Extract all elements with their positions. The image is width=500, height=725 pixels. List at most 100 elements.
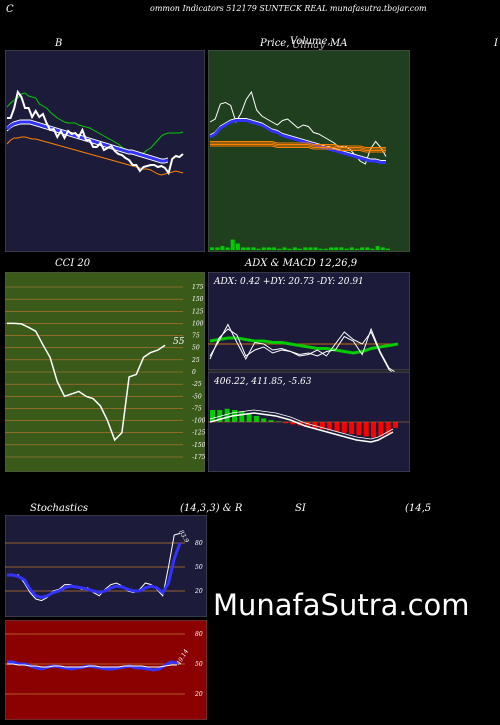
volume-bar bbox=[380, 247, 385, 250]
adx-panel: ADX: 0.42 +DY: 20.73 -DY: 20.91 406.22, … bbox=[208, 272, 410, 472]
volume-bar bbox=[339, 247, 344, 250]
stoch-title-right: (14,5 bbox=[405, 503, 432, 514]
rsi-tick-label: 50 bbox=[195, 661, 203, 668]
volume-bar bbox=[235, 243, 240, 250]
cci-tick-label: -125 bbox=[192, 430, 205, 437]
macd-histogram-bar bbox=[224, 408, 230, 422]
stoch-tick-label: 80 bbox=[195, 540, 203, 547]
volume-bar bbox=[261, 247, 266, 250]
adx-adx-line bbox=[209, 336, 399, 355]
price-title-b: Volume, bbox=[290, 36, 331, 47]
cci-title: CCI 20 bbox=[55, 258, 91, 269]
volume-bar bbox=[241, 247, 246, 250]
stoch-tick-label: 20 bbox=[194, 588, 203, 595]
volume-bar bbox=[354, 248, 359, 250]
stoch-title-left: Stochastics bbox=[30, 503, 88, 514]
macd-histogram-bar bbox=[385, 422, 391, 434]
price-ma-orange-band-2 bbox=[210, 144, 386, 151]
macd-histogram-bar bbox=[393, 422, 398, 428]
volume-bar bbox=[313, 247, 318, 250]
volume-bar bbox=[246, 247, 251, 250]
stoch-title-si: SI bbox=[295, 503, 306, 514]
macd-line bbox=[209, 412, 394, 443]
macd-histogram-bar bbox=[305, 422, 311, 427]
stoch-k-line bbox=[7, 532, 181, 602]
volume-bar bbox=[334, 247, 339, 250]
adx-title: ADX & MACD 12,26,9 bbox=[245, 258, 358, 269]
volume-bar bbox=[292, 247, 297, 250]
volume-bar bbox=[230, 239, 235, 250]
price-ma-blue-line bbox=[209, 119, 386, 164]
bollinger-lower-line bbox=[6, 136, 184, 176]
macd-signal-line bbox=[209, 409, 394, 440]
volume-bar bbox=[303, 247, 308, 250]
macd-histogram-bar bbox=[341, 422, 347, 433]
volume-bar bbox=[272, 247, 277, 250]
volume-bar bbox=[365, 247, 370, 250]
volume-bar bbox=[386, 248, 390, 250]
price-ma-orange-band-0 bbox=[210, 141, 386, 148]
cci-tick-label: -75 bbox=[192, 405, 202, 412]
bollinger-price-line bbox=[7, 89, 184, 176]
bollinger-middle-edge-bottom bbox=[6, 123, 169, 164]
macd-histogram-bar bbox=[334, 422, 340, 432]
cci-panel: 175 150 125 100 75 50 25 0 -25 -50 -75 -100 -125 -150… bbox=[5, 272, 205, 472]
price-ma-orange-band-1 bbox=[210, 142, 386, 150]
volume-bar bbox=[349, 247, 354, 250]
volume-bar bbox=[225, 247, 230, 250]
volume-bar bbox=[375, 246, 380, 250]
macd-histogram-bar bbox=[253, 416, 259, 422]
price-ma-orange-band-3 bbox=[210, 145, 386, 153]
adx-DI-line bbox=[209, 327, 399, 375]
bollinger-panel bbox=[5, 50, 205, 252]
cci-tick-label: -150 bbox=[192, 442, 205, 449]
macd-histogram-bar bbox=[312, 422, 318, 428]
cci-tick-label: -175 bbox=[192, 454, 205, 461]
cci-tick-label: 50 bbox=[192, 345, 200, 352]
cci-tick-label: 75 bbox=[192, 333, 200, 340]
cci-line bbox=[7, 322, 166, 442]
bollinger-background bbox=[5, 50, 205, 252]
macd-histogram-bar bbox=[210, 410, 215, 422]
macd-histogram-bar bbox=[246, 413, 252, 422]
cci-tick-label: 125 bbox=[192, 308, 204, 315]
bollinger-title: B bbox=[55, 38, 63, 49]
stoch-d-line bbox=[7, 542, 182, 599]
macd-histogram-bar bbox=[349, 422, 355, 434]
macd-histogram-bar bbox=[356, 422, 362, 436]
volume-bar bbox=[308, 247, 313, 250]
cci-tick-label: 0 bbox=[192, 369, 196, 376]
price-title-overlap: Ullnay bbox=[292, 40, 325, 51]
volume-bar bbox=[298, 248, 302, 250]
macd-histogram-bar bbox=[378, 422, 384, 437]
price-ma-blue-edge bbox=[209, 118, 386, 161]
price-title-c: MA bbox=[330, 38, 348, 49]
stoch-background bbox=[5, 515, 207, 617]
macd-histogram-bar bbox=[283, 422, 289, 424]
cci-tick-label: 175 bbox=[192, 284, 204, 291]
adx-DI-line bbox=[209, 323, 399, 378]
corner-letter: C bbox=[6, 4, 14, 15]
stoch-tick-label: 50 bbox=[195, 564, 203, 571]
cci-tick-label: -25 bbox=[192, 381, 202, 388]
rsi-tick-label: 20 bbox=[194, 691, 203, 698]
price-title-a: Price, bbox=[260, 38, 290, 49]
cci-tick-label: 100 bbox=[192, 320, 204, 327]
adx-readout: ADX: 0.42 +DY: 20.73 -DY: 20.91 bbox=[213, 277, 364, 287]
rsi-signal-line bbox=[7, 663, 177, 668]
volume-bar bbox=[210, 247, 214, 250]
volume-bar bbox=[251, 247, 256, 250]
volume-bar bbox=[215, 247, 220, 250]
macd-histogram-bar bbox=[268, 420, 274, 422]
cci-last-value: 55 bbox=[173, 337, 185, 347]
macd-histogram-bar bbox=[261, 418, 267, 422]
volume-bar bbox=[344, 248, 349, 250]
volume-bar bbox=[282, 247, 287, 250]
macd-histogram-bar bbox=[290, 422, 296, 425]
cci-tick-label: 25 bbox=[191, 357, 200, 364]
volume-bar bbox=[256, 248, 261, 250]
rsi-tick-label: 80 bbox=[195, 631, 203, 638]
macd-histogram-bar bbox=[239, 411, 245, 422]
